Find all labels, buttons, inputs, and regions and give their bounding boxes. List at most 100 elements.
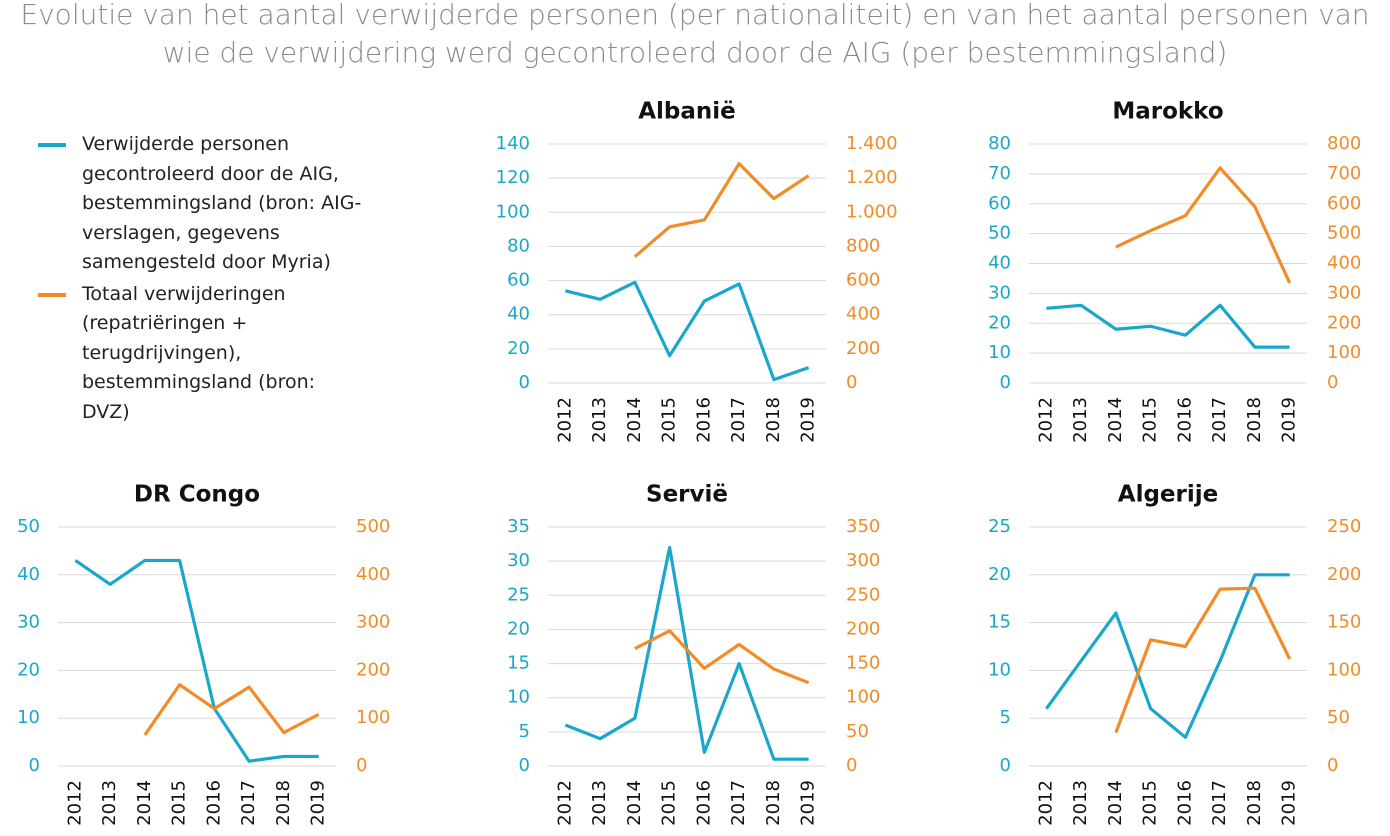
y-tick-label: 15 [507,653,530,674]
line-series [633,162,810,258]
y-tick-label: 40 [988,253,1011,274]
x-tick-label: 2014 [1105,397,1126,443]
x-tick-label: 2012 [554,780,575,826]
x-tick-label: 2013 [99,780,120,826]
x-tick-label: 2017 [728,780,749,826]
y2-tick-label: 300 [846,550,880,571]
y2-tick-label: 600 [1327,193,1361,214]
chart-title: Servië [646,482,728,508]
y-tick-label: 60 [507,270,530,291]
x-tick-label: 2018 [1244,780,1265,826]
y2-tick-label: 0 [1327,755,1338,776]
x-tick-label: 2014 [624,780,645,826]
y-tick-label: 50 [17,516,40,537]
x-tick-label: 2015 [1140,780,1161,826]
line-series [1115,166,1292,284]
y-tick-label: 0 [29,755,40,776]
legend: Verwijderde personen gecontroleerd door … [38,130,368,429]
y2-tick-label: 100 [1327,342,1361,363]
y-tick-label: 25 [988,516,1011,537]
legend-swatch [38,143,66,147]
y-tick-label: 10 [507,687,530,708]
line-series [1046,303,1290,349]
x-tick-label: 2016 [1174,397,1195,443]
y-tick-label: 25 [507,584,530,605]
y2-tick-label: 1.200 [846,167,898,188]
y2-tick-label: 100 [356,707,390,728]
y2-tick-label: 200 [846,338,880,359]
y-tick-label: 10 [988,659,1011,680]
y2-tick-label: 200 [846,618,880,639]
y-tick-label: 0 [519,755,530,776]
x-tick-label: 2016 [693,780,714,826]
x-tick-label: 2019 [308,780,329,826]
y2-tick-label: 250 [1327,516,1361,537]
x-tick-label: 2018 [273,780,294,826]
x-tick-label: 2015 [659,780,680,826]
y2-tick-label: 800 [1327,133,1361,154]
chart-title: DR Congo [134,482,260,508]
line-series [564,545,809,761]
x-tick-label: 2017 [728,397,749,443]
line-series [143,683,320,736]
x-tick-label: 2017 [238,780,259,826]
y2-tick-label: 0 [846,755,857,776]
y-tick-label: 80 [507,235,530,256]
y2-tick-label: 150 [846,653,880,674]
y2-tick-label: 500 [356,516,390,537]
y-tick-label: 20 [507,338,530,359]
y-tick-label: 10 [988,342,1011,363]
x-tick-label: 2016 [1174,780,1195,826]
y-tick-label: 10 [17,707,40,728]
y2-tick-label: 100 [846,687,880,708]
legend-item: Totaal verwijderingen (repatriëringen + … [38,280,368,428]
y2-tick-label: 500 [1327,223,1361,244]
line-series [1045,573,1290,739]
y-tick-label: 15 [988,612,1011,633]
x-tick-label: 2016 [693,397,714,443]
x-tick-label: 2014 [624,397,645,443]
y2-tick-label: 600 [846,270,880,291]
y2-tick-label: 400 [1327,253,1361,274]
y2-tick-label: 800 [846,235,880,256]
y-tick-label: 140 [496,133,530,154]
x-tick-label: 2012 [1035,397,1056,443]
y-tick-label: 30 [507,550,530,571]
y-tick-label: 0 [1000,372,1011,393]
line-series [634,629,810,685]
x-tick-label: 2016 [203,780,224,826]
y-tick-label: 50 [988,223,1011,244]
y2-tick-label: 400 [356,564,390,585]
line-series [74,558,319,763]
y-tick-label: 20 [988,312,1011,333]
y2-tick-label: 50 [1327,707,1350,728]
chart-title: Algerije [1118,482,1218,508]
x-tick-label: 2018 [763,780,784,826]
x-tick-label: 2017 [1209,397,1230,443]
x-tick-label: 2015 [659,397,680,443]
legend-item: Verwijderde personen gecontroleerd door … [38,130,368,278]
legend-label: Totaal verwijderingen (repatriëringen + … [82,282,316,423]
y-tick-label: 40 [507,304,530,325]
page-title: Evolutie van het aantal verwijderde pers… [20,0,1370,69]
y-tick-label: 120 [496,167,530,188]
x-tick-label: 2013 [589,397,610,443]
y2-tick-label: 0 [356,755,367,776]
y-tick-label: 5 [519,721,530,742]
x-tick-label: 2012 [64,780,85,826]
y2-tick-label: 200 [356,659,390,680]
x-tick-label: 2014 [1105,780,1126,826]
y-tick-label: 20 [988,564,1011,585]
chart-title: Marokko [1112,99,1223,125]
y-tick-label: 20 [17,659,40,680]
y2-tick-label: 250 [846,584,880,605]
x-tick-label: 2015 [169,780,190,826]
x-tick-label: 2013 [1070,397,1091,443]
y2-tick-label: 1.400 [846,133,898,154]
y-tick-label: 30 [17,612,40,633]
line-series [1114,586,1292,734]
y2-tick-label: 1.000 [846,201,898,222]
y2-tick-label: 350 [846,516,880,537]
